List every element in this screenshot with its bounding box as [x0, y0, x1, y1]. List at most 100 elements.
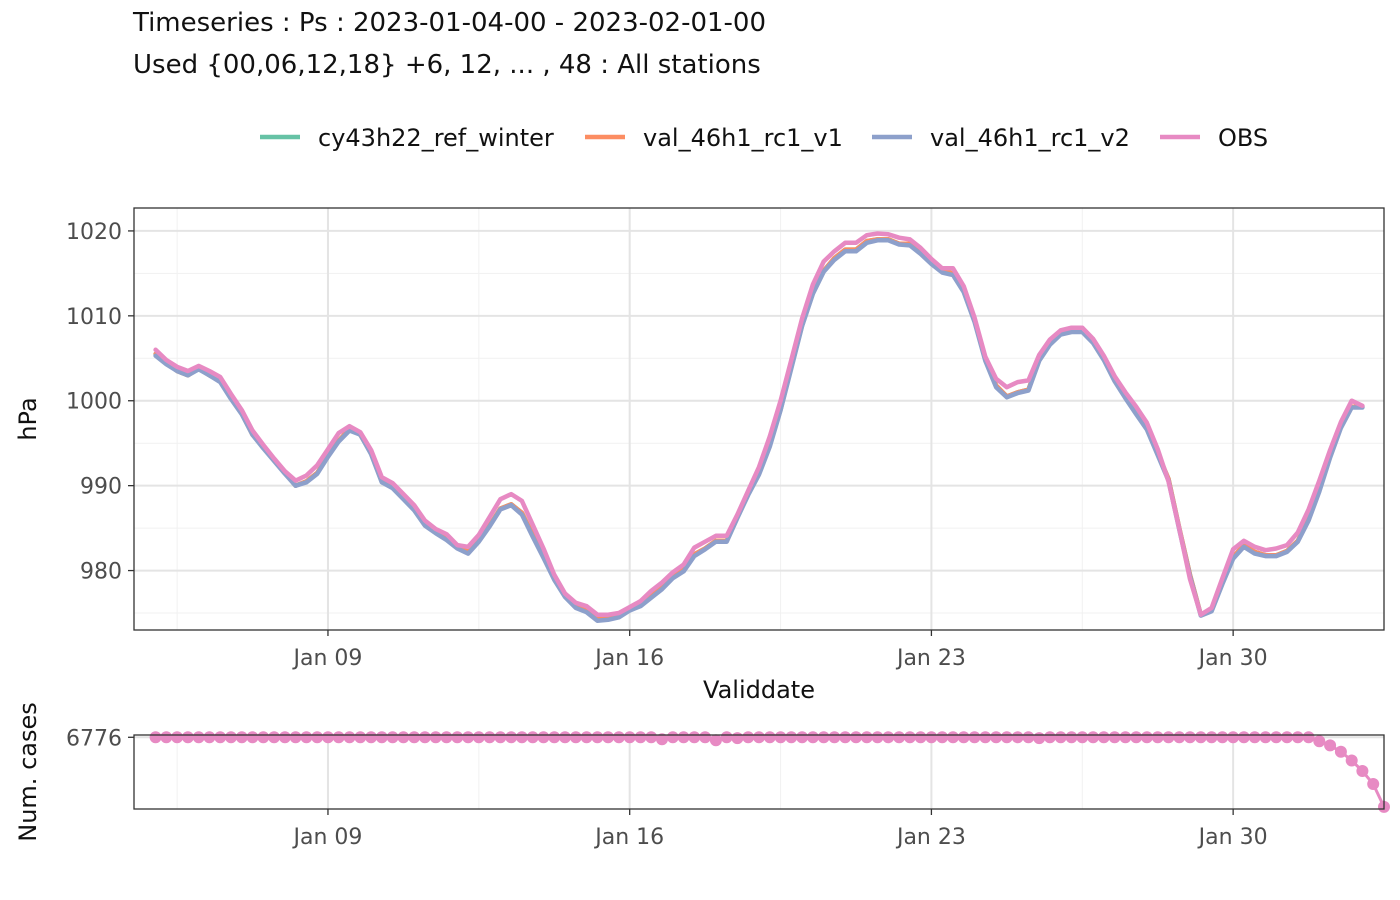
count-point: [386, 731, 399, 744]
count-point: [472, 731, 485, 744]
count-point: [322, 731, 334, 744]
count-point: [591, 731, 604, 744]
count-point: [1130, 731, 1143, 744]
count-point: [1184, 731, 1196, 744]
count-point: [483, 731, 496, 744]
count-point: [882, 731, 895, 744]
count-point: [656, 733, 668, 746]
count-point: [1000, 731, 1013, 744]
series-line-OBS: [153, 231, 1365, 617]
y-tick-label: 980: [80, 560, 122, 585]
count-point: [1173, 731, 1186, 744]
main-x-axis: Jan 09 Jan 16 Jan 23 Jan 30: [292, 630, 1268, 671]
count-point: [1087, 731, 1100, 744]
count-point: [828, 731, 841, 744]
count-point: [343, 731, 356, 744]
count-point: [925, 731, 938, 744]
count-point: [1216, 731, 1229, 744]
count-point: [1302, 731, 1315, 744]
count-point: [796, 731, 809, 744]
count-point: [1011, 731, 1024, 744]
count-point: [1054, 731, 1067, 744]
y-tick-label: 990: [80, 475, 122, 500]
count-point: [1281, 731, 1293, 744]
count-series: [149, 731, 1390, 813]
count-panel-background: [134, 735, 1384, 809]
count-point: [1108, 731, 1121, 744]
main-series-lines: [153, 231, 1365, 623]
count-point: [429, 731, 442, 744]
main-gridlines: [134, 208, 1384, 630]
count-point: [375, 731, 388, 744]
legend-label-cy43h22_ref_winter: cy43h22_ref_winter: [318, 124, 554, 152]
count-point: [1097, 731, 1110, 744]
count-point: [602, 731, 615, 744]
count-point: [537, 731, 550, 744]
count-point: [440, 731, 453, 744]
count-point: [160, 731, 173, 744]
legend-label-val_46h1_rc1_v2: val_46h1_rc1_v2: [930, 124, 1130, 152]
count-point: [936, 731, 949, 744]
x-axis-title: Validdate: [703, 676, 815, 704]
count-point: [645, 731, 658, 744]
count-point: [688, 731, 701, 744]
count-y-axis-title: Num. cases: [14, 702, 42, 841]
x-tick-label: Jan 16: [593, 646, 664, 671]
count-point: [1205, 731, 1218, 744]
count-point: [300, 731, 313, 744]
y-tick-label: 1000: [66, 390, 122, 415]
chart-title-line-2: Used {00,06,12,18} +6, 12, ... , 48 : Al…: [133, 50, 761, 80]
count-point: [720, 731, 733, 744]
count-point: [666, 731, 679, 744]
x-tick-label: Jan 30: [1197, 646, 1268, 671]
count-point: [634, 731, 647, 744]
legend-label-val_46h1_rc1_v1: val_46h1_rc1_v1: [643, 124, 843, 152]
count-point: [515, 731, 528, 744]
count-point: [225, 731, 237, 744]
count-point: [1194, 731, 1207, 744]
count-point: [979, 731, 992, 744]
count-point: [1076, 731, 1089, 744]
count-point: [1356, 765, 1369, 777]
x-tick-label: Jan 23: [895, 646, 966, 671]
count-point: [903, 731, 916, 744]
count-x-tick-label: Jan 16: [593, 825, 664, 850]
count-point: [623, 731, 636, 744]
count-point: [203, 731, 216, 744]
count-point: [494, 731, 507, 744]
count-point: [839, 731, 852, 744]
count-point: [1334, 745, 1347, 758]
count-point: [462, 731, 475, 744]
count-panel-border: [133, 734, 1385, 810]
chart-title-line-1: Timeseries : Ps : 2023-01-04-00 - 2023-0…: [133, 8, 767, 38]
count-point: [1227, 731, 1240, 744]
main-panel-background: [134, 208, 1384, 630]
count-point: [871, 731, 884, 744]
count-point: [580, 731, 593, 744]
count-point: [1291, 731, 1304, 744]
main-y-axis: 980 990 1000 1010 1020: [66, 220, 134, 585]
count-point: [1043, 731, 1056, 744]
count-point: [699, 731, 712, 744]
main-panel-border: [133, 207, 1385, 631]
count-point: [850, 731, 862, 744]
count-point: [289, 731, 302, 744]
count-x-tick-label: Jan 30: [1197, 825, 1268, 850]
count-point: [418, 731, 431, 744]
count-point: [181, 731, 194, 744]
count-point: [171, 731, 184, 744]
y-axis-title: hPa: [14, 397, 42, 440]
count-point: [1140, 731, 1153, 744]
count-point: [774, 731, 787, 744]
count-point: [268, 731, 281, 744]
count-point: [612, 731, 625, 744]
count-y-tick-label: 6776: [66, 726, 122, 751]
count-point: [957, 731, 970, 744]
count-point: [397, 731, 410, 744]
count-point: [257, 731, 270, 744]
count-point: [365, 731, 378, 744]
count-point: [408, 731, 421, 744]
count-point: [947, 731, 959, 744]
count-point: [149, 731, 162, 744]
